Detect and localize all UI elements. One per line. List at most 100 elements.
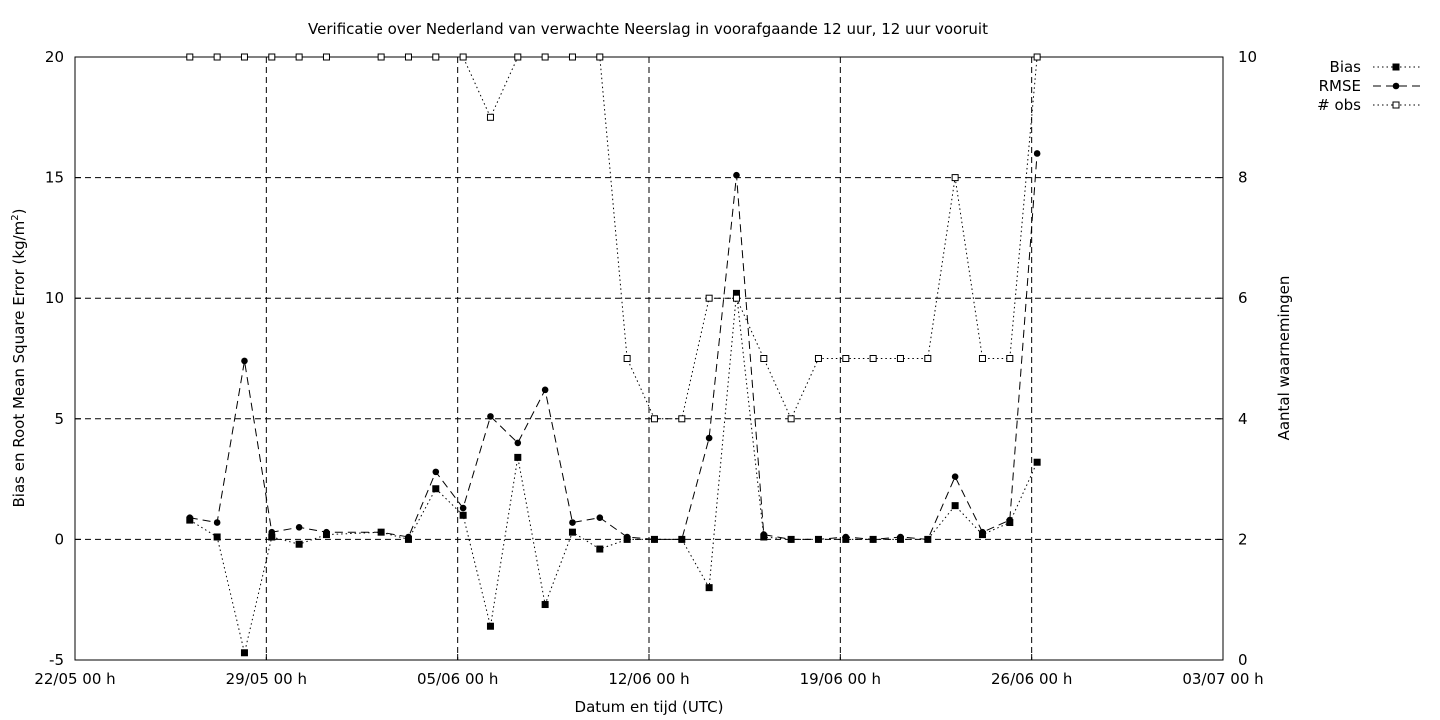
obs-point [541,53,549,61]
y2-axis-label: Aantal waarnemingen [1275,276,1293,441]
y-axis-label-suffix: ) [10,209,28,215]
obs-point [568,53,576,61]
rmse-point [268,528,276,536]
obs-point [814,355,822,362]
obs-point [896,355,904,362]
obs-point [432,53,440,61]
y2-tick-label: 4 [1238,410,1248,428]
rmse-point [541,386,549,394]
bias-line [189,293,1038,653]
obs-point [514,53,522,61]
obs-point [787,415,795,423]
x-axis-label: Datum en tijd (UTC) [575,698,724,716]
obs-point [377,53,385,61]
y2-tick-label: 0 [1238,651,1248,669]
x-tick-label: 03/07 00 h [1182,670,1263,688]
rmse-point [596,514,604,521]
rmse-point [842,533,850,541]
rmse-point [569,519,576,526]
bias-point [705,584,713,592]
bias-point [268,533,276,541]
obs-point [732,294,740,302]
rmse-point [924,536,932,543]
obs-point [596,53,604,61]
bias-point [432,485,440,493]
bias-point [596,545,604,553]
rmse-point [815,536,822,543]
rmse-point [377,528,385,536]
rmse-point [1006,516,1014,524]
series-obs [186,53,1041,423]
rmse-point [897,533,904,541]
obs-point [678,415,686,423]
rmse-point [951,473,959,480]
legend-label-obs: # obs [1317,96,1361,114]
rmse-point [295,524,303,531]
obs-point [650,415,658,423]
obs-point [842,355,850,362]
y-axis-label-sup: 2 [10,214,21,220]
y-tick-label: 0 [54,530,64,548]
rmse-point [979,528,986,536]
obs-point [623,355,631,362]
rmse-point [514,439,522,447]
obs-point [760,355,768,362]
bias-point [459,511,467,519]
rmse-point [1033,150,1041,157]
obs-point [213,53,221,61]
obs-point [268,53,276,61]
obs-point [486,113,494,121]
obs-point [240,53,248,61]
bias-point [951,502,959,510]
x-tick-label: 22/05 00 h [34,670,115,688]
rmse-point [733,171,740,179]
rmse-point [186,514,194,521]
grid [75,57,1223,660]
legend-label-rmse: RMSE [1319,77,1361,95]
axis-ticks: -5 0 5 10 15 20 0 2 4 6 8 10 22/05 00 h 29/05 00 h 05/… [34,48,1263,688]
obs-point [924,355,932,362]
series-bias [186,289,1041,657]
bias-point [541,601,549,609]
obs-point [978,355,986,362]
y2-tick-label: 6 [1238,289,1248,307]
y2-tick-label: 8 [1238,169,1248,187]
bias-point [486,622,494,630]
rmse-point [459,504,467,512]
x-tick-label: 12/06 00 h [608,670,689,688]
rmse-point [241,357,248,365]
obs-line [189,56,1038,421]
chart-title: Verificatie over Nederland van verwachte… [308,20,988,38]
y-axis-label: Bias en Root Mean Square Error (kg/m2) [10,209,28,508]
rmse-point [623,533,631,541]
x-tick-label: 05/06 00 h [417,670,498,688]
bias-point [1033,458,1041,466]
series-rmse [186,150,1041,543]
obs-point [186,53,194,61]
rmse-point [760,531,768,538]
rmse-point [787,536,795,543]
bias-point [568,528,576,536]
y-tick-label: 5 [54,410,64,428]
series-layer [186,53,1041,657]
legend-marker-rmse [1392,82,1400,90]
legend-marker-obs [1392,101,1400,109]
legend-marker-bias [1392,63,1400,71]
rmse-point [705,434,713,442]
rmse-line [189,153,1038,540]
bias-point [213,533,221,541]
bias-point [514,453,522,461]
obs-point [951,174,959,182]
y2-tick-label: 10 [1238,48,1257,66]
rmse-point [405,533,412,541]
y-tick-label: 10 [45,289,64,307]
y-axis-label-main: Bias en Root Mean Square Error (kg/m [10,221,28,508]
y-tick-label: -5 [49,651,64,669]
y-tick-label: 20 [45,48,64,66]
rmse-point [432,468,440,476]
legend-label-bias: Bias [1330,58,1362,76]
obs-point [295,53,303,61]
obs-point [1033,53,1041,61]
rmse-point [213,519,221,526]
